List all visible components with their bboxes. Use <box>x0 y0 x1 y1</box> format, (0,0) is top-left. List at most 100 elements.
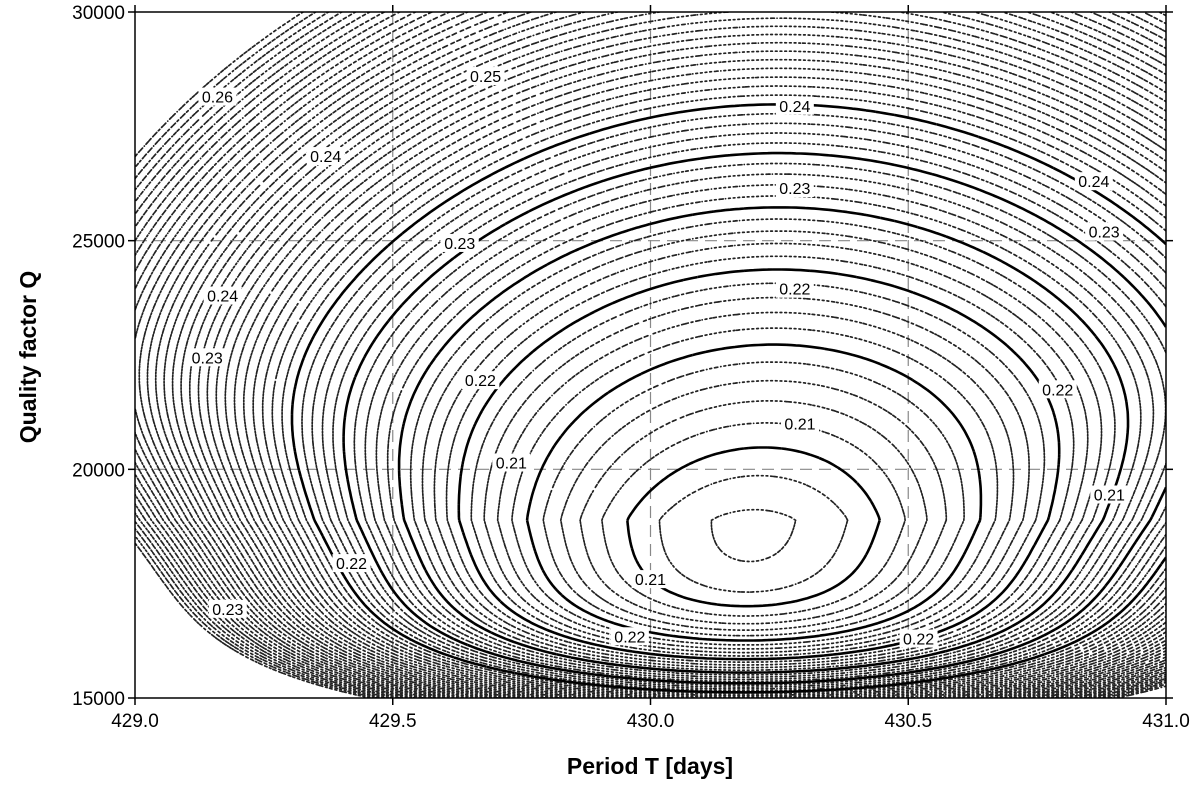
x-tick-label: 431.0 <box>1142 711 1190 732</box>
contour-lines <box>135 12 1166 698</box>
contour-label-background <box>775 179 814 198</box>
minor-contour-line <box>579 400 928 625</box>
minor-contour-line <box>252 67 1166 698</box>
contour-label: 0.21 <box>635 572 666 589</box>
minor-contour-line <box>138 12 1166 698</box>
y-tick-label: 30000 <box>72 3 125 24</box>
minor-contour-line <box>353 162 1166 683</box>
x-tick-label: 429.5 <box>369 711 417 732</box>
contour-label-background <box>332 554 371 573</box>
major-contour-line <box>342 151 1166 685</box>
minor-contour-line <box>233 50 1166 698</box>
minor-contour-line <box>135 12 1166 698</box>
minor-contour-line <box>375 184 1155 679</box>
minor-contour-line <box>433 242 1089 666</box>
minor-contour-line <box>559 379 948 631</box>
contour-label-background <box>1038 380 1077 399</box>
minor-contour-line <box>135 12 1166 698</box>
minor-contour-line <box>421 230 1103 669</box>
contour-label-background <box>780 414 819 433</box>
contour-label: 0.23 <box>192 350 223 367</box>
minor-contour-line <box>445 255 1075 664</box>
axis-ticks: 429.0 429.5 430.0 430.5 431.0 15000 20000 25000… <box>72 3 1190 732</box>
contour-label-background <box>1074 172 1113 191</box>
minor-contour-line <box>242 58 1166 698</box>
contour-label-background <box>1090 485 1129 504</box>
contour-label: 0.24 <box>207 289 238 306</box>
minor-contour-line <box>386 195 1142 676</box>
minor-contour-line <box>135 12 1166 698</box>
contour-label-background <box>188 348 227 367</box>
grid-lines <box>135 12 1166 698</box>
contour-label-background <box>440 233 479 252</box>
minor-contour-line <box>281 94 1166 695</box>
contour-label-background <box>899 629 938 648</box>
contour-label-background <box>1085 222 1124 241</box>
minor-contour-line <box>409 218 1116 672</box>
y-tick-label: 15000 <box>72 689 125 710</box>
contour-label-background <box>775 279 814 298</box>
contour-label: 0.22 <box>614 629 645 646</box>
contour-label: 0.23 <box>779 181 810 198</box>
contour-label-background <box>203 286 242 305</box>
minor-contour-line <box>470 282 1046 657</box>
major-contour-line <box>525 343 983 642</box>
y-axis-title: Quality factor Q <box>15 271 41 444</box>
minor-contour-line <box>261 76 1166 698</box>
minor-contour-line <box>154 12 1166 698</box>
minor-contour-line <box>332 142 1166 687</box>
minor-contour-line <box>658 474 849 593</box>
minor-contour-line <box>197 17 1166 698</box>
minor-contour-line <box>188 12 1166 698</box>
contour-label: 0.22 <box>779 282 810 299</box>
minor-contour-line <box>601 422 906 617</box>
minor-contour-line <box>271 85 1166 697</box>
minor-contour-line <box>224 41 1166 698</box>
contour-label: 0.22 <box>465 373 496 390</box>
contour-label: 0.23 <box>444 236 475 253</box>
contour-label: 0.22 <box>903 632 934 649</box>
contour-labels: 0.26 0.25 0.24 0.24 0.24 0.24 0.23 0.23 0.23 0.23… <box>188 67 1129 649</box>
contour-label: 0.26 <box>202 90 233 107</box>
contour-label-background <box>631 570 670 589</box>
x-axis-title: Period T [days] <box>567 753 733 779</box>
contour-label: 0.23 <box>212 602 243 619</box>
contour-label: 0.24 <box>310 149 341 166</box>
contour-label: 0.22 <box>1042 382 1073 399</box>
major-contour-line <box>290 103 1166 694</box>
minor-contour-line <box>135 12 1166 698</box>
contour-label-background <box>198 87 237 106</box>
minor-contour-line <box>180 12 1166 698</box>
major-contour-line <box>457 268 1061 661</box>
contour-label-background <box>461 371 500 390</box>
x-tick-label: 430.5 <box>884 711 932 732</box>
contour-label-background <box>466 67 505 86</box>
minor-contour-line <box>206 25 1166 698</box>
x-tick-label: 429.0 <box>111 711 159 732</box>
contour-label: 0.21 <box>784 417 815 434</box>
minor-contour-line <box>135 12 1166 698</box>
contour-label-background <box>208 599 247 618</box>
contour-label-background <box>610 627 649 646</box>
contour-label-background <box>306 147 345 166</box>
contour-label-background <box>492 453 531 472</box>
minor-contour-line <box>171 12 1166 698</box>
major-contour-line <box>397 206 1130 674</box>
minor-contour-line <box>301 112 1166 692</box>
minor-contour-line <box>146 12 1166 698</box>
x-tick-label: 430.0 <box>627 711 675 732</box>
major-contour-line <box>626 446 881 608</box>
contour-label: 0.24 <box>1078 174 1109 191</box>
contour-label: 0.22 <box>336 556 367 573</box>
minor-contour-line <box>364 173 1166 681</box>
y-tick-label: 20000 <box>72 460 125 481</box>
y-tick-label: 25000 <box>72 232 125 253</box>
minor-contour-line <box>710 508 797 563</box>
contour-label: 0.21 <box>1094 487 1125 504</box>
contour-label: 0.25 <box>470 69 501 86</box>
contour-label: 0.21 <box>496 455 527 472</box>
contour-label: 0.23 <box>1089 225 1120 242</box>
minor-contour-line <box>542 361 965 637</box>
contour-label-background <box>775 96 814 115</box>
